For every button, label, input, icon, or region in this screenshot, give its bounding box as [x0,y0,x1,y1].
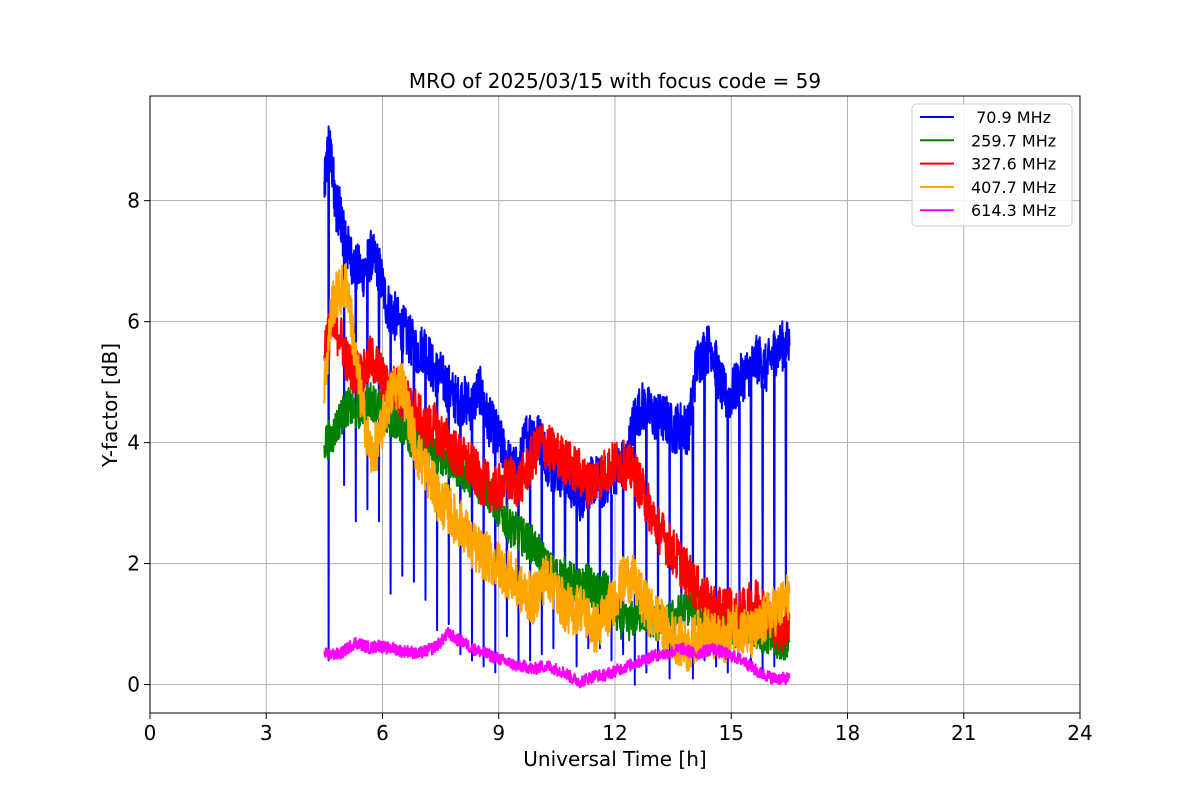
x-tick-label: 15 [719,721,744,745]
series-line [323,626,791,689]
y-axis-label: Y-factor [dB] [98,343,122,468]
x-axis-label: Universal Time [h] [523,747,706,771]
chart-title: MRO of 2025/03/15 with focus code = 59 [409,69,821,93]
x-tick-label: 3 [260,721,273,745]
y-axis: 0 2 4 6 8 [127,189,150,697]
x-tick-label: 24 [1067,721,1092,745]
x-axis: 0 3 6 9 12 15 18 21 24 [144,713,1093,745]
x-tick-label: 21 [951,721,976,745]
x-tick-label: 12 [602,721,627,745]
series-group [323,125,791,689]
legend-label: 70.9 MHz [971,108,1051,127]
y-tick-label: 0 [127,673,140,697]
series-line [323,264,791,672]
y-tick-label: 8 [127,189,140,213]
y-tick-label: 6 [127,310,140,334]
legend-label: 614.3 MHz [971,201,1056,220]
x-tick-label: 9 [492,721,505,745]
x-tick-label: 18 [835,721,860,745]
x-tick-label: 6 [376,721,389,745]
y-tick-label: 2 [127,552,140,576]
legend-box [911,103,1073,227]
legend-label: 259.7 MHz [971,131,1056,150]
x-tick-label: 0 [144,721,157,745]
legend: 70.9 MHz 259.7 MHz 327.6 MHz 407.7 MHz 614.3… [911,103,1073,227]
legend-label: 327.6 MHz [971,155,1056,174]
y-tick-label: 4 [127,431,140,455]
legend-label: 407.7 MHz [971,178,1056,197]
